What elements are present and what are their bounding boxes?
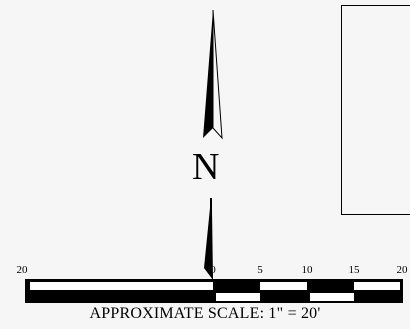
scale-caption: APPROXIMATE SCALE: 1" = 20' xyxy=(89,305,321,322)
scale-bar: 20 0 5 10 15 20 xyxy=(17,264,409,303)
parcel-boundary xyxy=(341,5,410,215)
north-label: N xyxy=(192,146,220,188)
scale-tick-label: 20 xyxy=(397,264,409,276)
north-arrow-icon xyxy=(203,10,223,280)
scale-tick-label: 0 xyxy=(210,264,216,276)
scale-tick-label: 5 xyxy=(257,264,263,276)
scale-tick-label: 15 xyxy=(349,264,361,276)
scale-tick-label: 10 xyxy=(302,264,314,276)
scale-tick-label: 20 xyxy=(17,264,29,276)
